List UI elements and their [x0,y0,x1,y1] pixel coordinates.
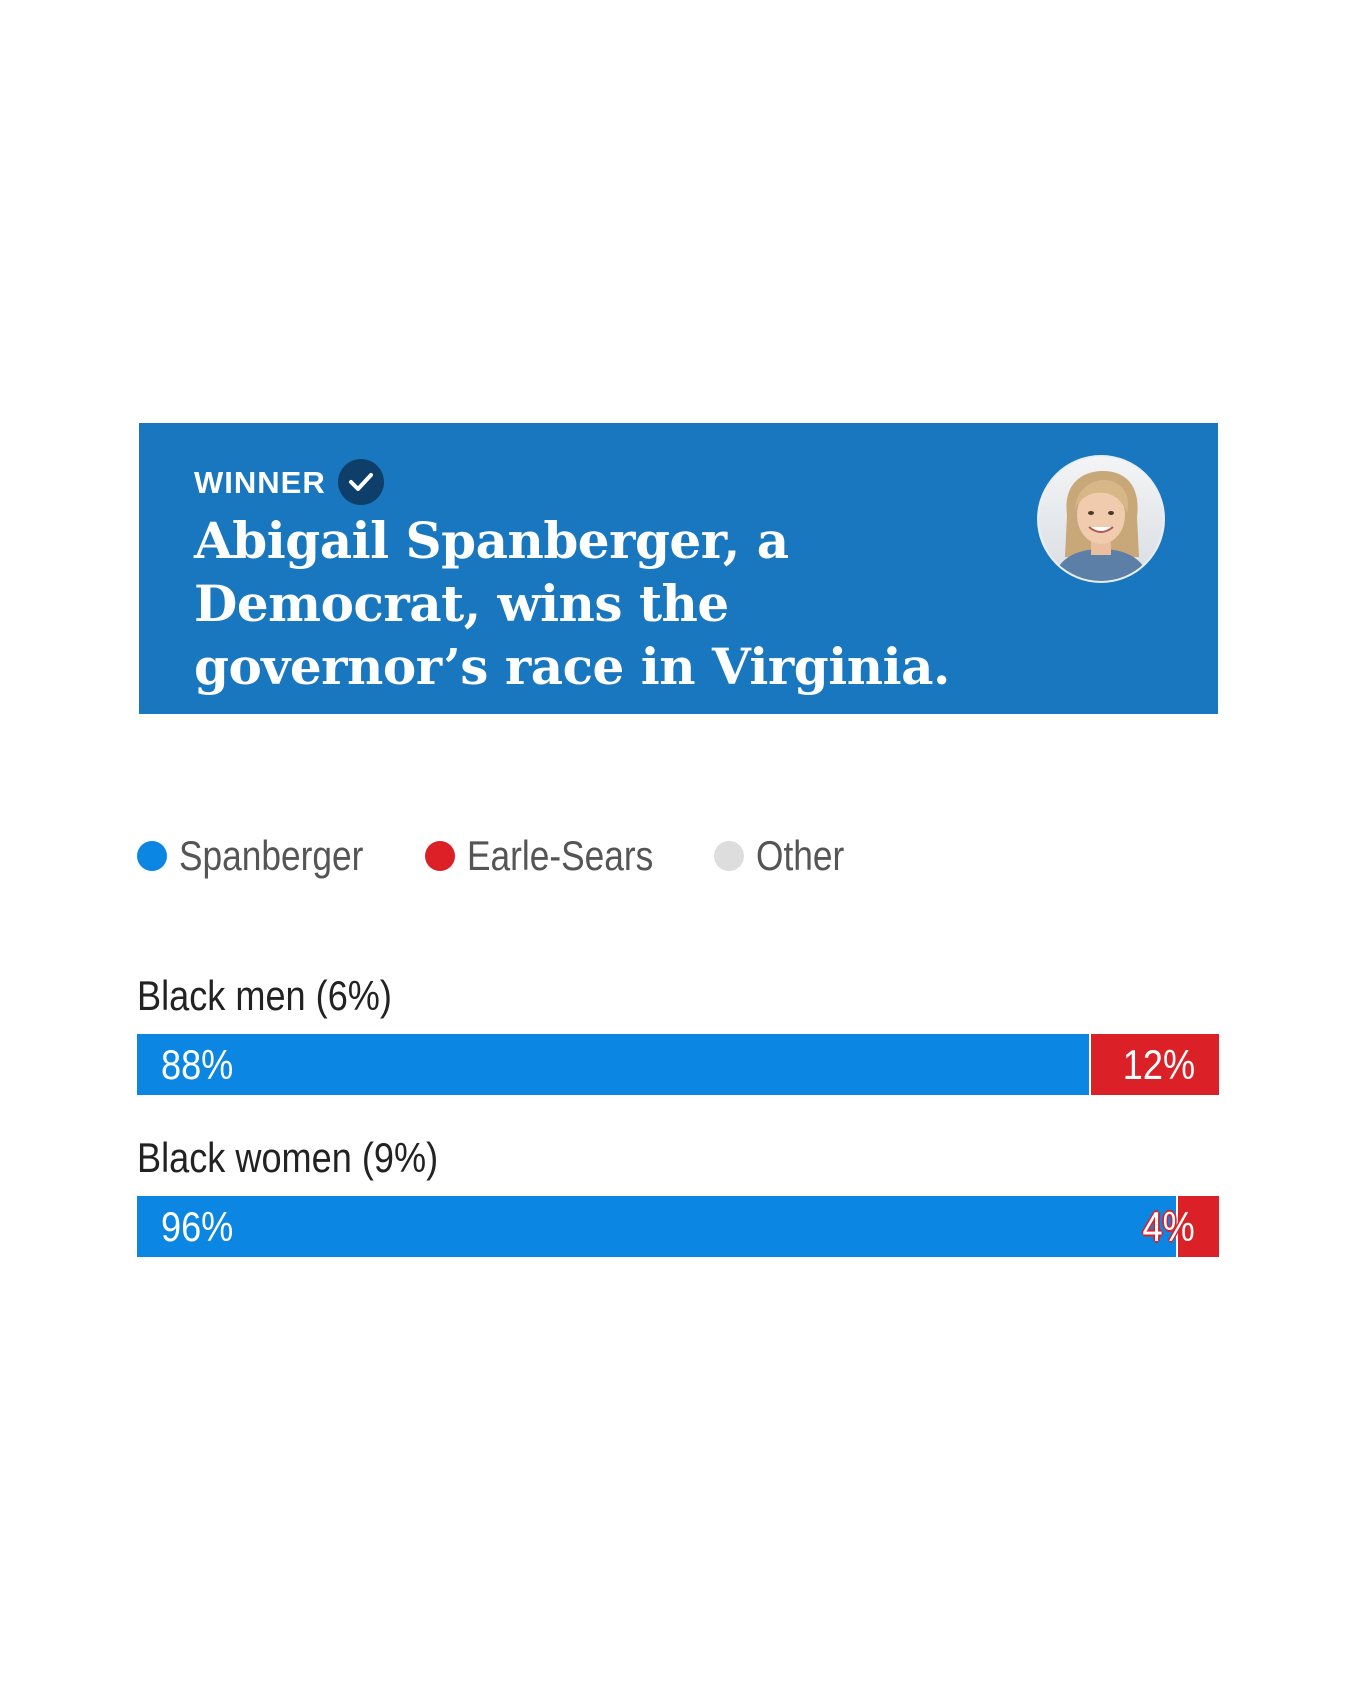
legend-item-earle-sears: Earle-Sears [424,832,667,880]
check-icon [337,459,384,505]
winner-banner: WINNER Abigail Spanberger, a Democrat, w… [139,423,1218,714]
winner-row: WINNER [194,459,384,505]
data-label: 12% [1122,1040,1195,1088]
legend-item-spanberger: Spanberger [137,832,377,880]
headline: Abigail Spanberger, a Democrat, wins the… [194,511,950,696]
bar-segment-earle-sears: 12% [1089,1034,1219,1095]
legend-label: Earle-Sears [466,832,653,879]
legend-label: Spanberger [179,832,364,879]
bar-black-men: 88% 12% [137,1034,1219,1095]
legend-dot-earle-sears [424,841,455,871]
legend-item-other: Other [714,832,845,880]
winner-label: WINNER [194,464,326,500]
category-label-black-men: Black men (6%) [137,972,392,1019]
data-label: 96% [161,1202,234,1250]
data-label: 88% [161,1040,234,1088]
legend-label: Other [756,832,845,879]
bar-segment-earle-sears: 4% [1143,1196,1219,1257]
bar-segment-spanberger: 88% [137,1034,1090,1095]
candidate-avatar [1039,457,1163,581]
legend-dot-spanberger [137,841,167,871]
bar-black-women: 96% 4% [137,1196,1219,1257]
data-label: 4% [1142,1202,1195,1250]
chart-legend: Spanberger Earle-Sears Other [137,832,887,880]
legend-dot-other [714,841,745,871]
category-label-black-women: Black women (9%) [137,1134,439,1181]
bar-segment-spanberger: 96% [137,1196,1176,1257]
